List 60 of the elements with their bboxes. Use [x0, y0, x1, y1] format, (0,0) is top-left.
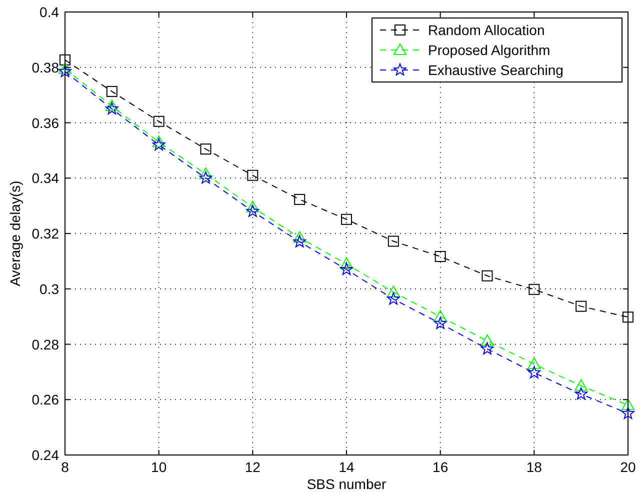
legend-label: Random Allocation [428, 22, 545, 38]
point [434, 316, 447, 329]
x-tick-label: 10 [151, 459, 167, 475]
point [153, 116, 164, 127]
point [480, 334, 494, 346]
point [622, 312, 634, 323]
point [246, 200, 260, 212]
y-tick-label: 0.26 [32, 392, 60, 408]
point [574, 387, 588, 400]
point [574, 379, 588, 391]
point [528, 358, 541, 370]
point [60, 54, 70, 66]
x-tick-label: 14 [338, 459, 354, 475]
point [106, 86, 118, 97]
y-tick-label: 0.34 [32, 170, 60, 186]
point [622, 406, 634, 419]
point [434, 250, 446, 262]
point [152, 136, 166, 148]
x-tick-label: 16 [432, 459, 448, 475]
y-tick-label: 0.36 [32, 114, 60, 131]
point [388, 236, 399, 247]
x-axis-title: SBS number [306, 476, 387, 492]
point [247, 170, 258, 181]
point [58, 62, 72, 74]
legend-label: Exhaustive Searching [428, 62, 564, 78]
point [293, 235, 306, 248]
y-tick-label: 0.28 [32, 336, 60, 352]
point [576, 300, 587, 312]
y-tick-label: 0.4 [40, 4, 60, 20]
y-tick-label: 0.32 [32, 226, 60, 242]
point [152, 138, 166, 150]
point [387, 292, 400, 305]
y-tick-label: 0.3 [40, 280, 60, 297]
point [386, 286, 400, 298]
point [528, 284, 540, 295]
y-axis-title: Average delay(s) [7, 180, 23, 286]
x-tick-label: 20 [620, 459, 636, 475]
x-tick-label: 12 [244, 459, 261, 475]
x-tick-label: 8 [61, 459, 70, 475]
point [528, 366, 541, 378]
point [199, 171, 212, 184]
point [105, 100, 118, 112]
point [480, 342, 494, 354]
point [434, 310, 447, 322]
point [106, 102, 118, 114]
point [246, 204, 260, 217]
y-tick-label: 0.38 [32, 59, 60, 76]
point [622, 398, 634, 410]
point [199, 167, 212, 179]
point [482, 270, 493, 282]
point [58, 64, 72, 78]
point [293, 231, 306, 243]
point [200, 144, 212, 155]
point [340, 257, 353, 269]
point [340, 262, 353, 276]
point [341, 214, 352, 225]
legend-label: Proposed Algorithm [428, 42, 550, 58]
point [294, 194, 306, 205]
x-tick-label: 18 [526, 459, 542, 475]
y-tick-label: 0.24 [32, 447, 60, 463]
